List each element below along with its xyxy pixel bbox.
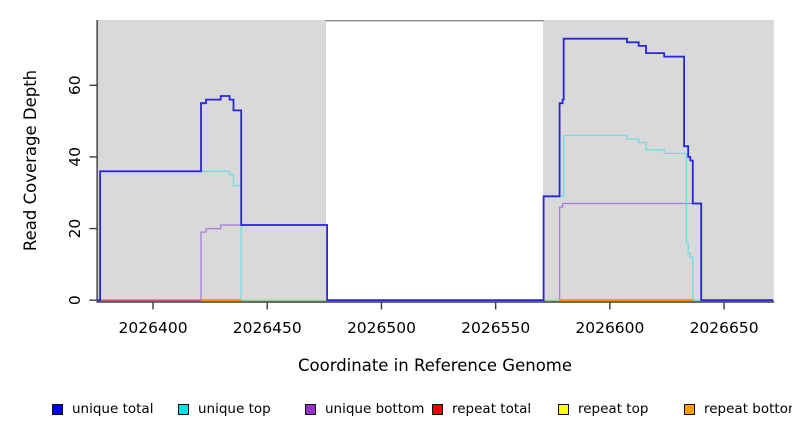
legend-swatch-unique-top xyxy=(178,403,189,415)
x-tick-label: 2026650 xyxy=(690,319,759,337)
legend-label: unique top xyxy=(198,401,271,417)
legend-item-unique-total: unique total xyxy=(52,399,153,419)
y-axis-title: Read Coverage Depth xyxy=(21,70,40,251)
legend: unique total unique top unique bottom repea… xyxy=(0,399,792,423)
legend-label: unique total xyxy=(72,401,154,417)
series-unique-top xyxy=(98,134,774,301)
y-tick-label: 60 xyxy=(66,75,84,95)
legend-label: repeat total xyxy=(452,401,532,417)
legend-swatch-repeat-bottom xyxy=(684,403,695,415)
legend-label: repeat bottom xyxy=(704,401,792,417)
legend-item-repeat-total: repeat total xyxy=(432,399,531,419)
legend-item-repeat-top: repeat top xyxy=(558,399,648,419)
legend-swatch-unique-total xyxy=(52,403,63,415)
legend-item-repeat-bottom: repeat bottom xyxy=(684,399,792,419)
legend-label: repeat top xyxy=(578,401,649,417)
repeat-region-right xyxy=(543,20,774,303)
series-unique-total xyxy=(98,37,774,302)
legend-swatch-repeat-top xyxy=(558,403,569,415)
legend-item-unique-bottom: unique bottom xyxy=(305,399,424,419)
legend-label: unique bottom xyxy=(325,401,425,417)
y-tick-label: 0 xyxy=(66,295,84,305)
repeat-region-left xyxy=(97,20,326,303)
y-tick-label: 40 xyxy=(66,147,84,167)
x-tick-label: 2026550 xyxy=(461,319,530,337)
x-tick-label: 2026600 xyxy=(575,319,644,337)
legend-item-unique-top: unique top xyxy=(178,399,271,419)
x-tick-label: 2026400 xyxy=(119,319,188,337)
y-tick-label: 20 xyxy=(66,219,84,239)
x-tick-label: 2026450 xyxy=(233,319,302,337)
x-tick-label: 2026500 xyxy=(347,319,416,337)
legend-swatch-unique-bottom xyxy=(305,403,316,415)
legend-swatch-repeat-total xyxy=(432,403,443,415)
coverage-plot-canvas: Read Coverage Depth Coordinate in Refere… xyxy=(21,20,775,375)
x-axis-title: Coordinate in Reference Genome xyxy=(298,356,572,375)
